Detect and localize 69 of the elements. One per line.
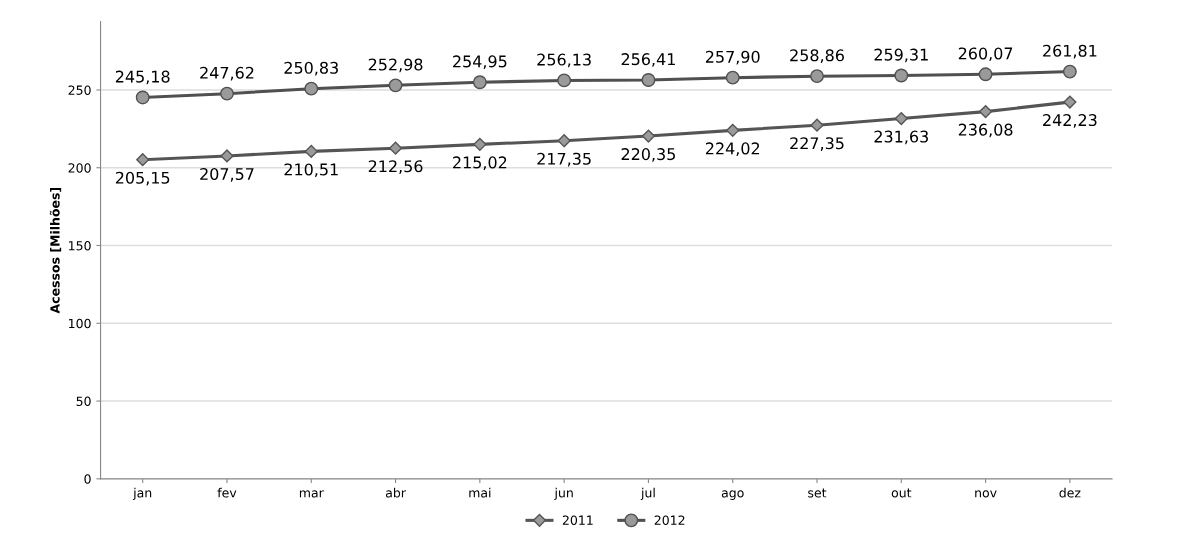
data-label: 245,18 [115, 70, 170, 85]
point [388, 141, 403, 155]
y-tick-label: 200 [68, 163, 91, 173]
x-tick-label: set [808, 488, 827, 498]
point [1062, 64, 1077, 79]
data-label: 259,31 [874, 48, 928, 63]
point [473, 137, 487, 151]
x-tick-label: jun [554, 487, 573, 500]
data-label: 261,81 [1043, 44, 1097, 59]
data-label: 215,02 [453, 156, 507, 171]
data-label: 224,02 [705, 142, 760, 157]
point [304, 81, 319, 96]
data-label: 254,95 [453, 55, 507, 70]
y-tick-label: 0 [84, 474, 91, 484]
point [725, 70, 740, 85]
data-label: 217,35 [537, 152, 591, 167]
y-tick-label: 50 [76, 396, 91, 406]
data-label: 257,90 [705, 50, 760, 65]
legend-label: 2011 [562, 515, 593, 525]
data-label: 250,83 [284, 61, 338, 76]
y-tick-label: 100 [69, 318, 91, 329]
data-label: 227,35 [790, 137, 844, 151]
x-tick-label: ago [721, 490, 744, 500]
point [978, 67, 993, 82]
data-label: 260,07 [958, 47, 1013, 62]
data-label: 231,63 [874, 130, 928, 145]
point [641, 73, 656, 87]
data-label: 212,56 [368, 160, 423, 174]
x-tick-label: mar [299, 490, 324, 498]
y-axis-title: Acessos [Milhões] [49, 187, 62, 314]
legend-label: 2012 [654, 515, 685, 525]
point [1063, 95, 1077, 109]
point [641, 129, 656, 143]
x-tick-label: mai [469, 487, 491, 498]
x-tick-label: nov [975, 490, 997, 498]
point [135, 90, 150, 105]
point [304, 144, 318, 158]
point [810, 69, 824, 84]
data-label: 207,57 [200, 167, 254, 182]
point [810, 118, 824, 132]
y-tick-label: 250 [68, 85, 91, 95]
data-label: 205,15 [115, 171, 170, 186]
data-label: 252,98 [368, 58, 423, 73]
point [388, 78, 403, 93]
x-tick-label: fev [217, 487, 237, 498]
x-tick-label: jan [132, 487, 152, 500]
point [557, 73, 572, 88]
data-label: 210,51 [284, 163, 338, 178]
y-tick-label: 150 [69, 240, 91, 251]
point [472, 75, 487, 90]
point [894, 68, 909, 83]
point [894, 111, 908, 126]
data-label: 220,35 [621, 148, 675, 162]
x-tick-label: out [891, 488, 912, 498]
point [726, 123, 740, 137]
x-tick-label: jul [640, 487, 655, 500]
point [557, 134, 571, 148]
data-label: 242,23 [1043, 114, 1097, 128]
data-label: 236,08 [958, 123, 1013, 138]
point [136, 153, 150, 167]
data-label: 256,13 [537, 53, 591, 68]
point [978, 105, 993, 119]
data-label: 258,86 [790, 49, 844, 63]
x-tick-label: dez [1059, 487, 1081, 498]
point [220, 86, 234, 101]
data-label: 247,62 [200, 66, 254, 81]
point [220, 149, 234, 163]
x-tick-label: abr [385, 487, 406, 498]
data-label: 256,41 [621, 53, 675, 67]
